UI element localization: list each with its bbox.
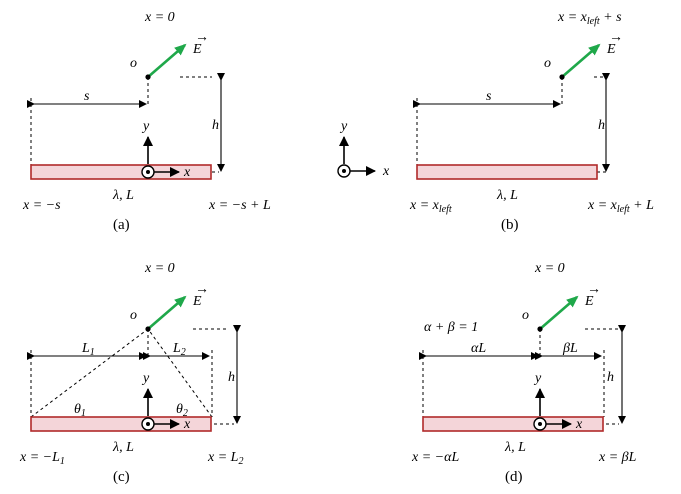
- panel-c: x = 0 E → o L1 L2 θ1 θ2 h y x λ, L x = −…: [19, 261, 243, 485]
- panel-b-field-label: E: [606, 42, 616, 57]
- panel-c-field-label: E: [192, 294, 202, 309]
- panel-d-end-right: x = βL: [598, 450, 637, 465]
- panel-c-charge-label: λ, L: [112, 440, 134, 455]
- panel-c-ray-left: [30, 328, 149, 418]
- panel-b-frame-x-label: x: [382, 164, 390, 179]
- panel-c-top-label: x = 0: [144, 261, 175, 276]
- panel-b-line-charge: [416, 164, 598, 180]
- panel-a-x-label: x: [183, 165, 191, 180]
- panel-d: x = 0 E → o α + β = 1 αL βL h y x λ, L x…: [411, 261, 637, 485]
- svg-text:→: →: [195, 282, 209, 297]
- panel-a-dim-s-label: s: [84, 89, 90, 104]
- panel-a-charge-label: λ, L: [112, 188, 134, 203]
- panel-d-field-label: E: [584, 294, 594, 309]
- panel-c-field-arrow: [147, 295, 187, 330]
- panel-c-angle-theta2: θ2: [176, 402, 188, 419]
- panel-b-end-right: x = xleft + L: [587, 198, 654, 215]
- panel-b-dim-s-label: s: [486, 89, 492, 104]
- panel-d-constraint: α + β = 1: [424, 320, 478, 335]
- panel-b-top-label: x = xleft + s: [557, 10, 622, 27]
- panel-d-end-left: x = −αL: [411, 450, 459, 465]
- panel-c-dim-l2-label: L2: [172, 341, 186, 358]
- svg-text:→: →: [587, 282, 601, 297]
- panel-b-origin-label: o: [544, 56, 551, 71]
- panel-a-origin-label: o: [130, 56, 137, 71]
- panel-b-h-label: h: [598, 118, 605, 133]
- panel-c-h-label: h: [228, 370, 235, 385]
- panel-c-x-label: x: [183, 417, 191, 432]
- panel-c-line-charge: [30, 416, 212, 432]
- panel-b-caption: (b): [501, 217, 519, 233]
- panel-c-ray-right: [147, 328, 213, 418]
- panel-c-end-right: x = L2: [207, 450, 243, 467]
- panel-a-field-vector-bar: →: [195, 30, 209, 45]
- panel-d-dim-beta-l-label: βL: [562, 341, 578, 356]
- panel-b-charge-label: λ, L: [496, 188, 518, 203]
- panel-d-caption: (d): [505, 469, 523, 485]
- panel-b-field-arrow: [561, 43, 601, 78]
- panel-b: x = xleft + s E → o s h y x λ, L x = xle…: [337, 10, 654, 233]
- panel-a-field-arrow: [147, 43, 187, 78]
- panel-d-y-label: y: [533, 371, 542, 386]
- panel-b-frame-y-label: y: [339, 119, 348, 134]
- panel-d-dim-alpha-l-label: αL: [471, 341, 486, 356]
- panel-d-origin-label: o: [522, 308, 529, 323]
- panel-d-x-label: x: [575, 417, 583, 432]
- panel-d-top-label: x = 0: [534, 261, 565, 276]
- panel-a-end-left: x = −s: [22, 198, 61, 213]
- panel-d-line-charge: [422, 416, 604, 432]
- panel-d-field-arrow: [539, 295, 579, 330]
- panel-c-dim-l1-label: L1: [81, 341, 95, 358]
- panel-a-line-charge: [30, 164, 212, 180]
- panel-d-charge-label: λ, L: [504, 440, 526, 455]
- panel-a: x = 0 E → o s h y x λ, L x = −s x = −s +…: [22, 10, 271, 233]
- panel-c-origin-label: o: [130, 308, 137, 323]
- panel-c-angle-theta1: θ1: [74, 402, 86, 419]
- panel-b-end-left: x = xleft: [409, 198, 452, 215]
- panel-a-end-right: x = −s + L: [208, 198, 271, 213]
- panel-a-caption: (a): [113, 217, 130, 233]
- panel-a-y-label: y: [141, 119, 150, 134]
- panel-c-caption: (c): [113, 469, 130, 485]
- panel-a-top-label: x = 0: [144, 10, 175, 25]
- panel-a-h-label: h: [212, 118, 219, 133]
- panel-a-field-label: E: [192, 42, 202, 57]
- panel-d-h-label: h: [607, 370, 614, 385]
- panel-c-y-label: y: [141, 371, 150, 386]
- panel-c-end-left: x = −L1: [19, 450, 65, 467]
- svg-text:→: →: [609, 30, 623, 45]
